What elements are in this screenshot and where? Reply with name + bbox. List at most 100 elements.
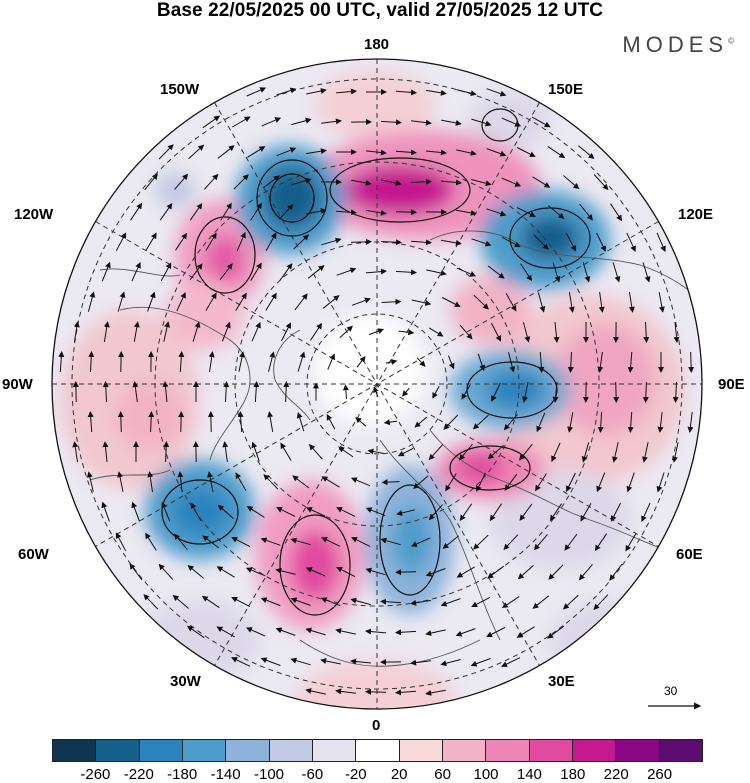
wind-vector [281,322,291,342]
wind-vector [350,658,371,665]
wind-vector [442,535,460,549]
wind-vector [147,291,156,312]
wind-vector [101,261,111,282]
wind-vector [261,117,282,127]
wind-vector [471,238,492,247]
wind-vector [642,381,649,403]
wind-vector [342,384,349,399]
wind-vector [456,267,477,277]
wind-vector [335,688,356,695]
wind-vector [547,145,566,159]
wind-vector [643,321,650,343]
wind-vector [672,381,679,403]
wind-vector [473,534,489,550]
wind-vector [292,475,310,489]
wind-vector [672,442,679,463]
wind-vector [549,503,562,522]
wind-vector [205,232,217,251]
wind-vector [158,563,174,580]
lon-label-90e: 90E [718,376,745,393]
wind-vector [610,203,623,222]
wind-vector [596,232,606,252]
wind-vector [551,442,561,463]
colorbar-tick-label: 260 [647,766,673,783]
colorbar-tick-label: 20 [390,766,408,783]
wind-vector [455,628,476,637]
wind-vector [470,658,491,667]
lon-label-30e: 30E [548,673,575,690]
wind-vector [432,385,440,399]
modes-logo: MODES© [622,32,734,58]
wind-vector [593,174,609,191]
wind-vector [308,444,323,460]
wind-vector [564,533,578,551]
chart-title: Base 22/05/2025 00 UTC, valid 27/05/2025… [156,0,604,21]
wind-vector [562,594,579,610]
wind-vector [440,659,461,667]
wind-vector [192,321,201,342]
wind-vector [221,321,231,342]
wind-vector [366,149,387,156]
wind-vector [547,625,565,639]
wind-vector [594,533,608,552]
wind-vector [476,472,486,492]
wind-vector [598,292,605,313]
colorbar-segment [659,740,702,761]
wind-vector [201,595,220,609]
lon-label-60w: 60W [18,546,49,563]
wind-vector [117,471,124,492]
wind-vector [88,351,95,373]
colorbar-segment [182,740,227,761]
wind-vector [657,412,664,433]
wind-vector [553,321,560,343]
wind-vector [189,202,203,221]
wind-vector [487,565,505,579]
wind-vector [117,411,124,433]
wind-vector [72,441,79,462]
wind-vector [253,381,260,403]
wind-vector [501,657,521,667]
wind-vector [425,689,446,696]
wind-vector [144,173,158,191]
wind-vector [410,599,431,606]
colorbar-tick-label: 100 [473,766,499,783]
wind-vector [410,178,432,185]
wind-vector [235,292,247,311]
wind-vector [262,175,280,189]
wind-vector [628,292,635,313]
colorbar-tick-label: 180 [560,766,586,783]
wind-vector [380,537,401,546]
wind-vector [245,627,266,637]
wind-vector [373,386,379,397]
wind-vector [305,688,326,695]
wind-vector [487,445,504,460]
wind-vector [290,537,311,546]
wind-vector [326,414,336,430]
wind-vector [522,382,529,403]
wind-vector [656,232,666,253]
wind-vector [533,534,548,551]
wind-vector [203,173,219,190]
wind-vector [297,351,306,372]
wind-vector [641,502,651,523]
colorbar-segment [53,740,97,761]
wind-vector [491,382,501,402]
wind-vector [160,262,172,281]
wind-vector [251,441,260,462]
wind-vector [411,299,432,306]
wind-vector [147,471,154,492]
lon-label-0: 0 [372,717,381,734]
wind-vector [536,412,546,433]
wind-vector [447,355,455,370]
wind-vector [565,232,577,252]
wind-vector [501,236,521,248]
wind-vector [416,357,426,367]
wind-vector [190,502,202,522]
wind-vector [158,144,174,160]
wind-vector [291,117,312,126]
wind-vector [501,177,522,187]
wind-vector [516,147,536,157]
wind-vector [566,472,576,492]
wind-vector [350,597,371,606]
wind-vector [219,263,233,281]
